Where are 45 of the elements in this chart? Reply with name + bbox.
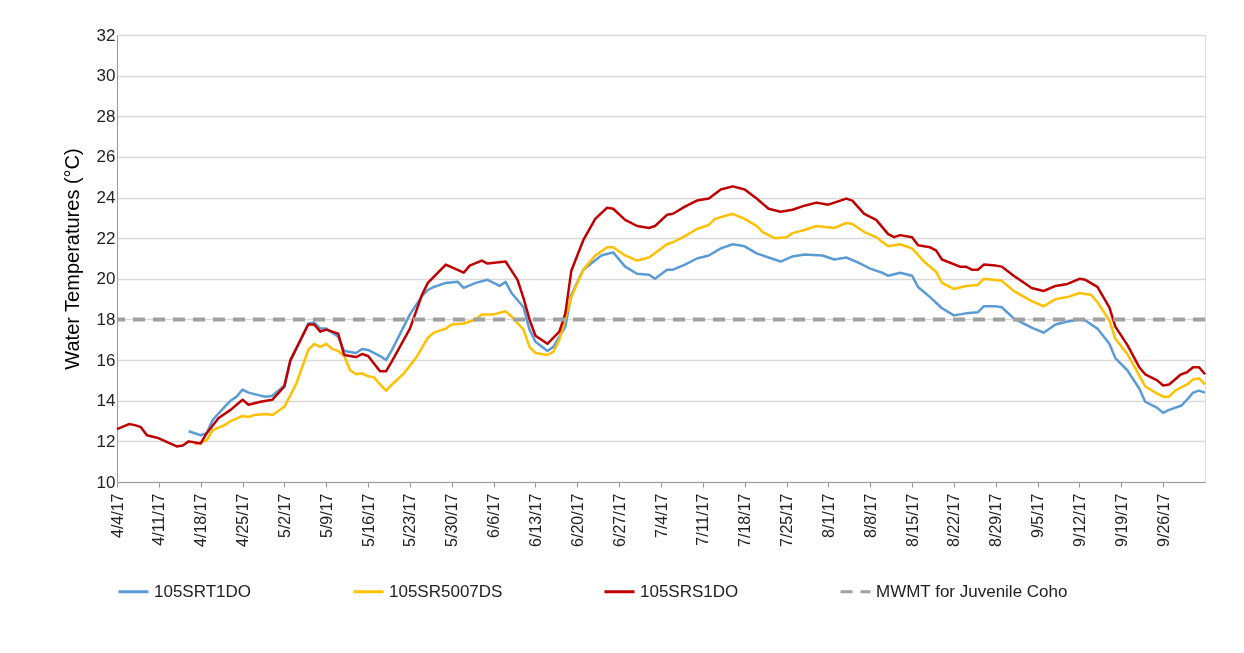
x-tick-label: 8/15/17 [903,493,921,547]
x-tick-label: 5/23/17 [401,493,419,547]
x-tick-label: 5/9/17 [317,493,335,538]
x-tick-label: 4/18/17 [192,493,210,547]
x-tick-label: 7/25/17 [778,493,796,547]
legend-label: 105SRT1DO [154,581,252,601]
x-tick-label: 6/6/17 [485,493,503,538]
x-tick-label: 6/13/17 [526,493,544,547]
y-tick-label: 16 [96,350,116,370]
x-tick-label: 8/22/17 [945,493,963,547]
y-tick-label: 18 [96,309,116,329]
y-tick-label: 20 [96,269,116,289]
x-tick-label: 6/27/17 [610,493,628,547]
x-tick-label: 7/18/17 [736,493,754,547]
x-tick-label: 7/11/17 [694,493,712,546]
x-tick-label: 8/1/17 [819,493,837,538]
x-tick-label: 4/11/17 [150,493,168,546]
x-tick-label: 5/16/17 [359,493,377,547]
x-tick-label: 5/30/17 [443,493,461,547]
y-tick-label: 32 [96,25,116,45]
x-tick-label: 9/5/17 [1029,493,1047,538]
x-tick-label: 8/29/17 [987,493,1005,547]
x-tick-label: 6/20/17 [568,493,586,547]
y-axis-title: Water Temperatures (°C) [60,148,83,370]
legend-label: 105SR5007DS [389,581,503,601]
x-tick-label: 5/2/17 [275,493,293,538]
y-tick-label: 10 [96,472,116,492]
y-tick-label: 24 [96,188,116,208]
y-tick-label: 30 [96,66,116,86]
x-tick-label: 9/12/17 [1070,493,1088,547]
y-tick-label: 14 [96,391,116,411]
x-tick-label: 7/4/17 [652,493,670,538]
line-series [115,185,1207,448]
legend-label: 105SRS1DO [640,581,739,601]
x-tick-label: 9/19/17 [1112,493,1130,547]
x-tick-label: 4/25/17 [234,493,252,547]
x-tick-label: 9/26/17 [1154,493,1172,547]
y-tick-label: 12 [96,431,116,451]
y-tick-label: 22 [96,228,116,248]
x-tick-label: 4/4/17 [108,493,126,538]
y-tick-label: 28 [96,106,116,126]
line-series [193,212,1207,446]
x-tick-label: 8/8/17 [861,493,879,538]
legend-label: MWMT for Juvenile Coho [876,581,1068,601]
y-tick-label: 26 [96,147,116,167]
